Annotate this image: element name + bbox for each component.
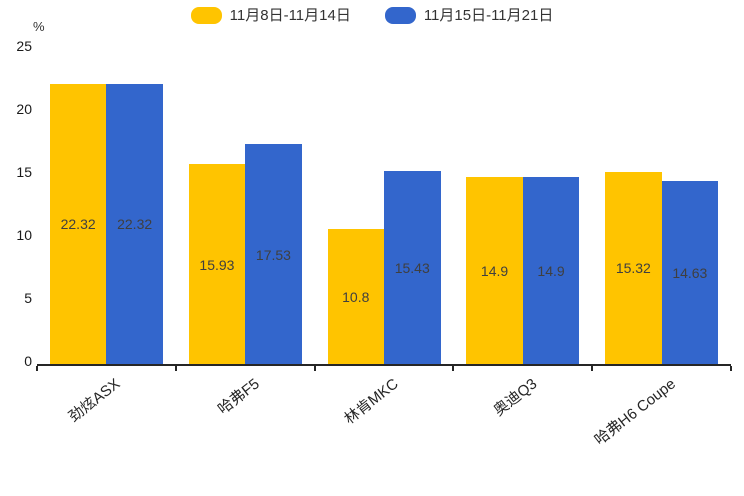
legend-swatch (190, 7, 222, 24)
x-axis-tick-mark (174, 366, 177, 371)
bar: 10.8 (327, 228, 384, 365)
y-axis-tick-label: 5 (24, 290, 32, 306)
bar-value-label: 22.32 (117, 216, 153, 233)
bar-value-label: 10.8 (342, 288, 370, 305)
bar-value-label: 15.43 (394, 259, 430, 276)
y-axis-tick-label: 15 (16, 164, 32, 180)
x-axis-line (37, 364, 731, 366)
y-axis-tick-label: 0 (24, 353, 32, 369)
bar: 14.9 (466, 177, 523, 365)
bar: 15.93 (188, 164, 246, 365)
bar: 14.63 (661, 180, 719, 365)
x-axis-tick-mark (36, 366, 38, 371)
y-axis-tick-label: 10 (16, 227, 32, 243)
bar: 15.32 (605, 171, 662, 365)
x-axis-category-label: 奥迪Q3 (490, 375, 541, 420)
legend-label: 11月8日-11月14日 (229, 7, 351, 24)
legend-item[interactable]: 11月15日-11月21日 (384, 7, 554, 24)
x-axis-tick-mark (591, 366, 594, 371)
x-axis-category-label: 哈弗H6 Coupe (591, 375, 679, 449)
bar-value-label: 14.9 (537, 263, 565, 280)
bar: 17.53 (245, 144, 302, 365)
x-axis-category-label: 哈弗F5 (214, 375, 263, 419)
legend-swatch (384, 7, 416, 24)
bar-value-label: 15.32 (615, 260, 651, 277)
y-axis-tick-label: 20 (16, 101, 32, 117)
y-axis-unit-label: % (33, 19, 45, 34)
bar: 14.9 (522, 177, 580, 365)
bar-value-label: 17.53 (255, 246, 291, 263)
x-axis-tick-mark (452, 366, 455, 371)
bar: 15.43 (384, 170, 441, 365)
bar: 22.32 (106, 83, 163, 365)
x-axis-category-label: 劲炫ASX (65, 375, 124, 426)
legend-label: 11月15日-11月21日 (423, 7, 554, 24)
plot-area: 22.32 22.32 15.93 17.53 10.8 15.43 14.9 14.9 15.… (37, 50, 731, 365)
x-axis-category-label: 林肯MKC (340, 375, 402, 428)
y-axis-tick-label: 25 (16, 38, 32, 54)
bar-value-label: 22.32 (60, 216, 96, 233)
legend: 11月8日-11月14日 11月15日-11月21日 (0, 7, 744, 24)
x-axis-tick-mark (730, 366, 732, 371)
bar: 22.32 (49, 83, 107, 365)
bar-value-label: 14.63 (672, 264, 708, 281)
bar-value-label: 14.9 (480, 263, 509, 280)
x-axis-tick-mark (313, 366, 316, 371)
legend-item[interactable]: 11月8日-11月14日 (190, 7, 351, 24)
bar-value-label: 15.93 (199, 256, 235, 273)
